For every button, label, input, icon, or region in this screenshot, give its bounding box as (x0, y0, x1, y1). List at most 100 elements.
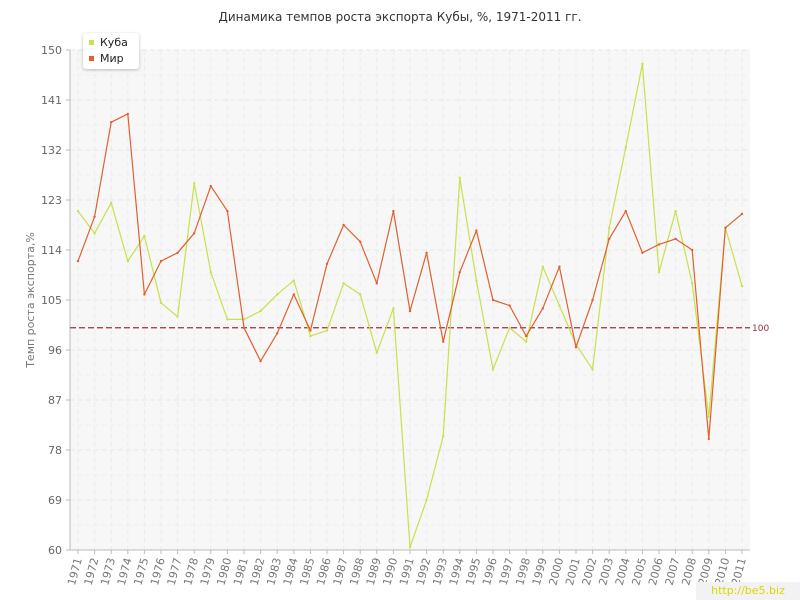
data-point[interactable] (176, 315, 179, 318)
data-point[interactable] (608, 237, 611, 241)
data-point[interactable] (375, 282, 378, 285)
y-tick-label: 69 (48, 494, 62, 507)
y-axis-title: Темп роста экспорта,% (24, 232, 37, 369)
data-point[interactable] (591, 368, 594, 371)
data-point[interactable] (93, 215, 96, 218)
data-point[interactable] (193, 232, 196, 235)
data-point[interactable] (740, 212, 744, 216)
data-point[interactable] (508, 304, 511, 307)
y-tick-label: 123 (41, 194, 62, 207)
y-tick-label: 96 (48, 344, 62, 357)
data-point[interactable] (674, 209, 677, 213)
axes (66, 49, 750, 554)
data-point[interactable] (143, 293, 146, 296)
data-point[interactable] (674, 237, 677, 241)
data-point[interactable] (475, 279, 478, 282)
data-point[interactable] (458, 176, 461, 179)
data-point[interactable] (259, 359, 262, 363)
data-point[interactable] (226, 318, 229, 321)
data-point[interactable] (558, 265, 561, 268)
reference-line-label: 100 (752, 324, 769, 334)
data-point[interactable] (425, 251, 428, 254)
reference-line-group: 100 (70, 324, 769, 334)
chart-title: Динамика темпов роста экспорта Кубы, %, … (218, 10, 582, 24)
data-point[interactable] (292, 293, 295, 296)
data-point[interactable] (641, 62, 644, 66)
data-point[interactable] (608, 226, 611, 229)
data-point[interactable] (126, 259, 129, 263)
data-point[interactable] (209, 271, 212, 274)
data-point[interactable] (359, 240, 362, 243)
data-point[interactable] (375, 351, 378, 354)
data-point[interactable] (242, 326, 246, 329)
data-point[interactable] (442, 434, 445, 438)
data-point[interactable] (425, 498, 428, 502)
data-point[interactable] (624, 146, 627, 149)
data-point[interactable] (624, 209, 627, 213)
data-point[interactable] (259, 309, 262, 313)
data-point[interactable] (292, 279, 295, 282)
data-point[interactable] (558, 304, 561, 307)
data-point[interactable] (525, 334, 528, 338)
data-point[interactable] (724, 226, 727, 229)
data-point[interactable] (491, 298, 495, 302)
data-point[interactable] (359, 293, 362, 296)
legend-swatch-cuba (89, 39, 94, 45)
data-point[interactable] (657, 271, 661, 274)
data-point[interactable] (143, 234, 146, 238)
data-point[interactable] (342, 223, 345, 227)
data-point[interactable] (525, 340, 528, 343)
data-point[interactable] (392, 307, 395, 310)
data-point[interactable] (442, 340, 445, 343)
data-point[interactable] (691, 282, 694, 285)
data-point[interactable] (591, 298, 594, 302)
data-point[interactable] (159, 259, 163, 263)
data-point[interactable] (458, 271, 461, 274)
data-point[interactable] (159, 301, 163, 304)
y-tick-label: 132 (41, 144, 62, 157)
data-point[interactable] (392, 209, 395, 213)
legend-label-cuba: Куба (100, 36, 128, 49)
legend[interactable]: Куба Мир (83, 33, 139, 69)
data-point[interactable] (110, 201, 113, 204)
data-point[interactable] (76, 209, 80, 213)
data-point[interactable] (76, 259, 80, 263)
y-tick-label: 78 (48, 444, 62, 457)
data-point[interactable] (707, 437, 710, 441)
data-point[interactable] (309, 329, 312, 332)
data-point[interactable] (93, 232, 96, 235)
data-point[interactable] (508, 326, 511, 329)
data-point[interactable] (126, 112, 129, 116)
legend-item-world[interactable]: Мир (89, 52, 124, 66)
data-point[interactable] (408, 309, 412, 313)
data-point[interactable] (276, 293, 279, 296)
data-point[interactable] (641, 251, 644, 254)
y-tick-label: 114 (41, 244, 62, 257)
watermark-link[interactable]: http://be5.biz (696, 582, 800, 600)
data-point[interactable] (691, 248, 694, 252)
data-point[interactable] (325, 262, 329, 266)
legend-item-cuba[interactable]: Куба (89, 36, 128, 50)
data-point[interactable] (325, 329, 329, 332)
data-point[interactable] (475, 229, 478, 232)
data-point[interactable] (541, 265, 544, 268)
data-point[interactable] (309, 334, 312, 338)
y-tick-label: 60 (48, 544, 62, 557)
data-point[interactable] (176, 251, 179, 254)
data-point[interactable] (276, 332, 279, 335)
data-point[interactable] (740, 284, 744, 288)
data-point[interactable] (193, 182, 196, 185)
legend-swatch-world (89, 55, 94, 61)
data-point[interactable] (491, 368, 495, 371)
data-point[interactable] (707, 415, 710, 418)
data-point[interactable] (541, 307, 544, 310)
y-tick-label: 141 (41, 94, 62, 107)
data-point[interactable] (209, 184, 212, 188)
data-point[interactable] (657, 243, 661, 246)
data-point[interactable] (226, 209, 229, 213)
data-point[interactable] (110, 121, 113, 124)
data-point[interactable] (574, 346, 578, 349)
data-point[interactable] (342, 282, 345, 285)
data-point[interactable] (408, 546, 412, 549)
